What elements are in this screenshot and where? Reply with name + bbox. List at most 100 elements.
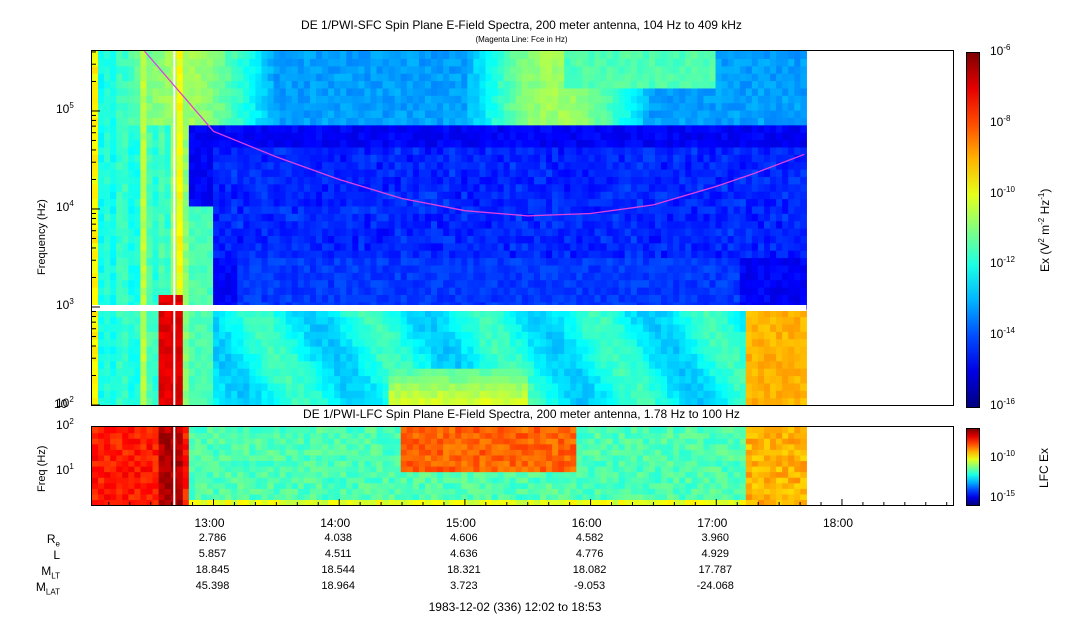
sfc-cell [140,220,148,229]
sfc-cell [285,117,293,126]
sfc-cell [182,375,190,384]
sfc-cell [146,132,154,141]
sfc-cell [479,80,487,89]
sfc-cell [346,139,353,148]
sfc-cell [213,353,220,362]
sfc-cell [497,73,505,82]
sfc-cell [582,132,590,141]
sfc-cell [328,257,335,266]
sfc-cell [207,316,214,325]
sfc-cell [709,397,717,405]
sfc-cell [207,338,214,347]
sfc-cell [709,323,717,332]
sfc-cell [382,65,390,74]
sfc-cell [309,80,317,89]
sfc-cell [291,294,299,303]
sfc-cell [200,176,208,185]
sfc-cell [709,146,717,155]
sfc-cell [243,161,250,170]
sfc-cell [703,110,711,118]
sfc-cell [370,368,378,377]
sfc-cell [267,338,275,347]
sfc-cell [570,331,577,340]
sfc-cell [182,154,190,163]
sfc-cell [570,110,577,118]
sfc-cell [588,346,596,354]
sfc-cell [346,257,353,266]
sfc-cell [194,220,202,229]
sfc-cell [267,58,275,67]
sfc-cell [188,58,196,67]
sfc-cell [467,51,474,59]
sfc-cell [715,51,723,59]
sfc-cell [509,250,517,259]
sfc-cell [267,213,275,222]
sfc-cell [655,139,662,148]
sfc-cell [552,250,559,259]
sfc-cell [431,360,438,369]
sfc-cell [552,73,559,82]
sfc-cell [546,250,553,259]
sfc-cell [249,323,257,332]
sfc-cell [437,124,444,133]
sfc-cell [424,176,432,185]
sfc-cell [267,191,275,200]
sfc-cell [334,87,341,96]
sfc-cell [358,368,366,377]
sfc-cell [176,368,184,377]
sfc-cell [497,146,505,155]
sfc-cell [267,316,275,325]
sfc-cell [455,220,462,229]
sfc-cell [225,110,232,118]
sfc-cell [116,360,123,369]
sfc-cell [703,368,711,377]
sfc-cell [352,213,359,222]
sfc-cell [630,146,638,155]
sfc-cell [467,272,474,281]
sfc-cell [564,346,571,354]
sfc-cell [709,382,717,391]
sfc-cell [346,316,353,325]
sfc-cell [600,58,608,67]
sfc-cell [443,220,450,229]
sfc-cell [98,279,105,288]
sfc-cell [164,331,172,340]
sfc-cell [249,139,257,148]
sfc-cell [285,191,293,200]
sfc-cell [552,309,559,318]
sfc-cell [636,102,644,111]
sfc-cell [340,205,347,214]
sfc-cell [685,176,692,185]
sfc-cell [358,124,366,133]
sfc-cell [358,132,366,141]
sfc-cell [297,73,305,82]
sfc-cell [679,360,686,369]
sfc-cell [667,183,674,192]
sfc-cell [709,250,717,259]
sfc-cell [273,183,281,192]
sfc-cell [122,353,129,362]
sfc-cell [691,58,698,67]
sfc-cell [715,176,723,185]
sfc-cell [558,242,565,251]
sfc-cell [249,183,257,192]
sfc-cell [146,368,154,377]
sfc-cell [346,338,353,347]
sfc-cell [618,346,626,354]
sfc-cell [473,279,481,288]
sfc-cell [509,95,517,104]
sfc-cell [267,382,275,391]
sfc-cell [309,228,317,236]
sfc-cell [315,73,323,82]
sfc-cell [370,117,378,126]
sfc-cell [364,316,372,325]
sfc-cell [352,95,359,104]
sfc-cell [606,294,614,303]
sfc-cell [437,191,444,200]
sfc-cell [261,360,269,369]
sfc-cell [691,73,698,82]
sfc-cell [346,264,353,273]
sfc-cell [200,110,208,118]
sfc-cell [709,331,717,340]
sfc-cell [249,220,257,229]
